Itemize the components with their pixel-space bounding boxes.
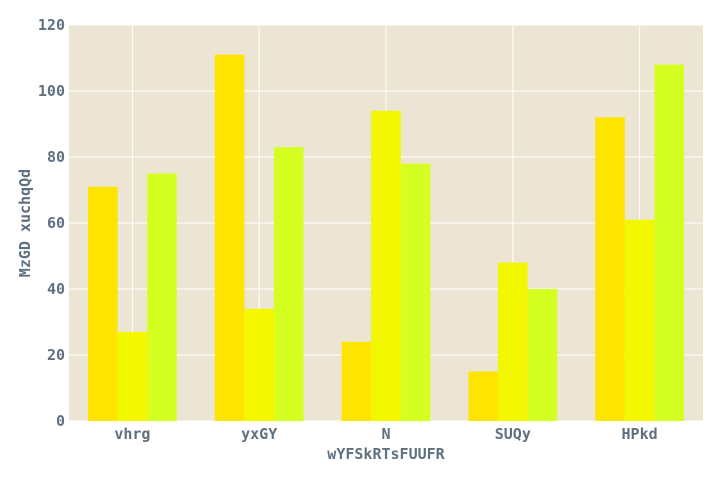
bar-SUQy-series-1	[468, 371, 499, 421]
bars	[88, 54, 684, 422]
y-tick-label: 60	[47, 214, 65, 232]
x-axis-title: wYFSkRTsFUUFR	[327, 445, 445, 463]
bar-HPkd-series-1	[595, 117, 625, 422]
x-tick-labels: vhrg yxGY N SUQy HPkd	[114, 425, 657, 443]
y-tick-label: 40	[47, 280, 65, 298]
bar-vhrg-series-2	[117, 331, 148, 421]
bar-N-series-1	[341, 341, 372, 421]
y-tick-label: 20	[47, 346, 65, 364]
y-axis-title: MzGD xuchqQd	[16, 169, 34, 277]
bar-N-series-3	[400, 163, 431, 421]
bar-vhrg-series-3	[147, 173, 177, 421]
x-tick-label: vhrg	[114, 425, 150, 443]
bar-yxGY-series-2	[244, 308, 274, 421]
bar-HPkd-series-3	[654, 64, 684, 421]
bar-SUQy-series-2	[498, 262, 528, 421]
bar-yxGY-series-3	[273, 147, 304, 421]
bar-SUQy-series-3	[527, 289, 558, 421]
x-tick-label: HPkd	[622, 425, 658, 443]
y-tick-label: 120	[38, 16, 65, 34]
y-tick-label: 100	[38, 82, 65, 100]
x-tick-label: N	[381, 425, 390, 443]
y-tick-label: 0	[56, 412, 65, 430]
y-tick-label: 80	[47, 148, 65, 166]
x-tick-label: yxGY	[241, 425, 277, 443]
bar-yxGY-series-1	[214, 54, 245, 421]
y-tick-labels: 0 20 40 60 80 100 120	[38, 16, 65, 430]
bar-N-series-2	[371, 110, 401, 422]
bar-vhrg-series-1	[88, 186, 118, 421]
x-tick-label: SUQy	[495, 425, 531, 443]
bar-HPkd-series-2	[624, 219, 655, 421]
